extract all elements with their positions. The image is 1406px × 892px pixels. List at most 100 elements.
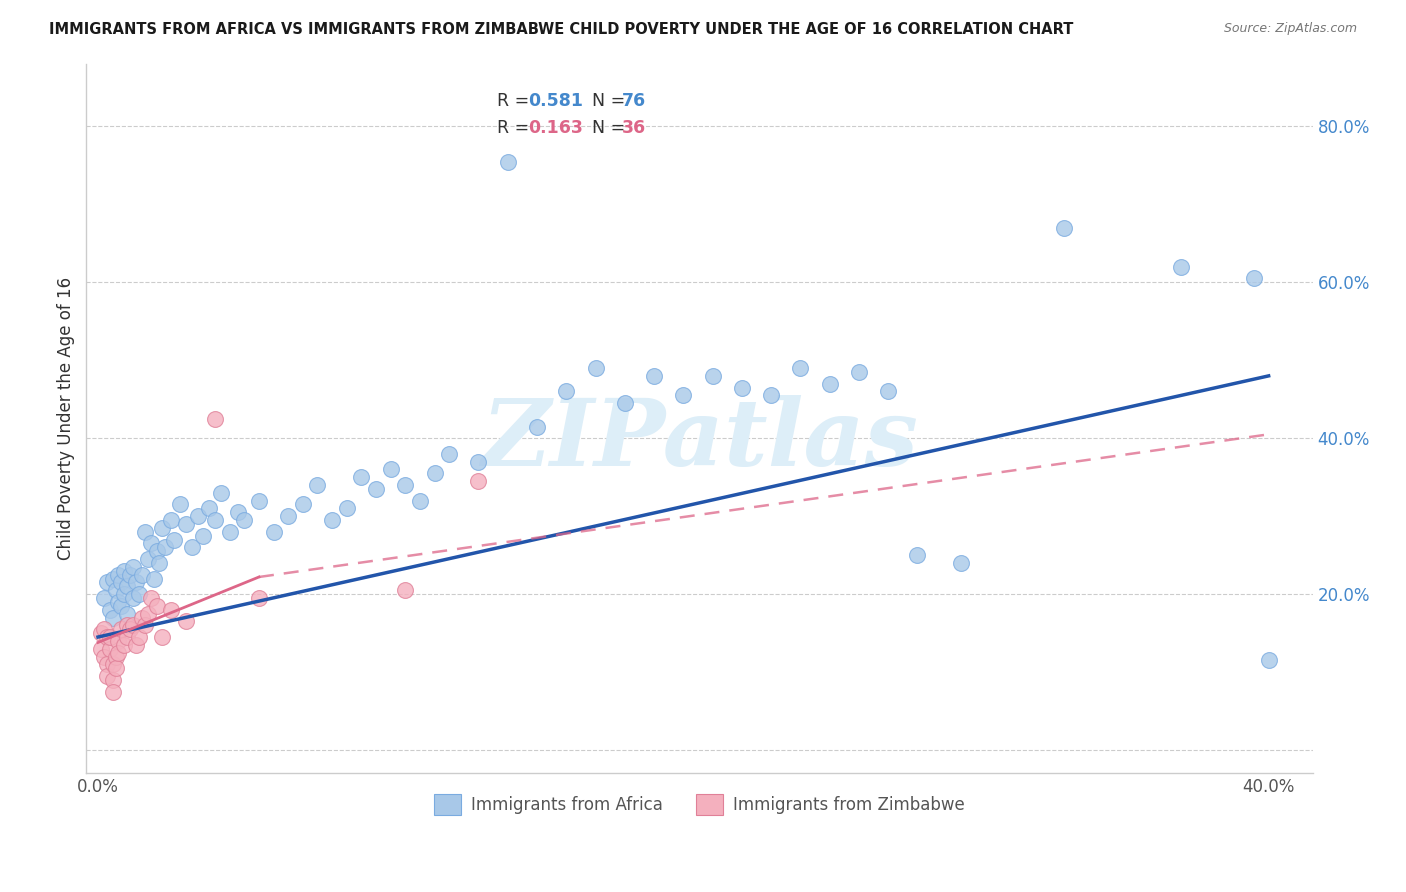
- Point: [93, 622, 115, 636]
- Text: 76: 76: [623, 92, 647, 110]
- Point: [107, 567, 129, 582]
- Text: Source: ZipAtlas.com: Source: ZipAtlas.com: [1223, 22, 1357, 36]
- Point: [104, 649, 127, 664]
- Point: [128, 630, 150, 644]
- Point: [110, 575, 132, 590]
- Point: [233, 513, 256, 527]
- Text: N =: N =: [592, 119, 630, 136]
- Point: [818, 376, 841, 391]
- Point: [134, 524, 156, 539]
- Point: [125, 575, 148, 590]
- Point: [98, 641, 121, 656]
- Point: [380, 462, 402, 476]
- Point: [1257, 653, 1279, 667]
- Point: [169, 498, 191, 512]
- Point: [101, 572, 124, 586]
- Y-axis label: Child Poverty Under the Age of 16: Child Poverty Under the Age of 16: [58, 277, 75, 560]
- Legend: Immigrants from Africa, Immigrants from Zimbabwe: Immigrants from Africa, Immigrants from …: [425, 784, 974, 825]
- Point: [136, 607, 159, 621]
- Point: [467, 474, 489, 488]
- Point: [174, 516, 197, 531]
- Point: [145, 544, 167, 558]
- Text: 0.581: 0.581: [527, 92, 582, 110]
- Point: [247, 493, 270, 508]
- Point: [160, 513, 183, 527]
- Point: [101, 657, 124, 672]
- Point: [122, 618, 145, 632]
- Point: [96, 575, 118, 590]
- Point: [160, 603, 183, 617]
- Point: [117, 618, 139, 632]
- Point: [98, 630, 121, 644]
- Point: [247, 591, 270, 605]
- Point: [585, 361, 607, 376]
- Point: [198, 501, 221, 516]
- Point: [1053, 220, 1076, 235]
- Point: [163, 533, 186, 547]
- Point: [107, 634, 129, 648]
- Point: [93, 649, 115, 664]
- Point: [409, 493, 432, 508]
- Point: [112, 587, 135, 601]
- Text: 36: 36: [623, 119, 647, 136]
- Point: [101, 610, 124, 624]
- Point: [104, 583, 127, 598]
- Text: 0.163: 0.163: [527, 119, 582, 136]
- Point: [112, 564, 135, 578]
- Point: [394, 478, 416, 492]
- Point: [101, 684, 124, 698]
- Point: [90, 641, 112, 656]
- Point: [907, 548, 929, 562]
- Point: [128, 587, 150, 601]
- Text: N =: N =: [592, 92, 630, 110]
- Point: [336, 501, 359, 516]
- Point: [204, 513, 226, 527]
- Point: [131, 567, 153, 582]
- Point: [131, 610, 153, 624]
- Point: [120, 567, 142, 582]
- Point: [394, 583, 416, 598]
- Text: R =: R =: [498, 119, 534, 136]
- Point: [107, 595, 129, 609]
- Point: [186, 509, 208, 524]
- Point: [731, 380, 754, 394]
- Point: [277, 509, 299, 524]
- Point: [120, 622, 142, 636]
- Point: [150, 630, 173, 644]
- Point: [150, 521, 173, 535]
- Point: [90, 626, 112, 640]
- Text: IMMIGRANTS FROM AFRICA VS IMMIGRANTS FROM ZIMBABWE CHILD POVERTY UNDER THE AGE O: IMMIGRANTS FROM AFRICA VS IMMIGRANTS FRO…: [49, 22, 1074, 37]
- Point: [134, 618, 156, 632]
- Point: [496, 154, 519, 169]
- Point: [96, 669, 118, 683]
- Point: [125, 638, 148, 652]
- Point: [142, 572, 165, 586]
- Point: [877, 384, 900, 399]
- Point: [467, 455, 489, 469]
- Point: [702, 368, 724, 383]
- Point: [364, 482, 387, 496]
- Text: ZIPatlas: ZIPatlas: [481, 395, 918, 485]
- Point: [122, 559, 145, 574]
- Point: [321, 513, 343, 527]
- Text: R =: R =: [498, 92, 534, 110]
- Point: [93, 591, 115, 605]
- Point: [291, 498, 314, 512]
- Point: [139, 591, 162, 605]
- Point: [789, 361, 811, 376]
- Point: [350, 470, 373, 484]
- Point: [204, 411, 226, 425]
- Point: [96, 657, 118, 672]
- Point: [110, 599, 132, 613]
- Point: [139, 536, 162, 550]
- Point: [218, 524, 240, 539]
- Point: [848, 365, 870, 379]
- Point: [107, 646, 129, 660]
- Point: [643, 368, 665, 383]
- Point: [148, 556, 170, 570]
- Point: [117, 630, 139, 644]
- Point: [228, 505, 250, 519]
- Point: [112, 638, 135, 652]
- Point: [672, 388, 695, 402]
- Point: [307, 478, 329, 492]
